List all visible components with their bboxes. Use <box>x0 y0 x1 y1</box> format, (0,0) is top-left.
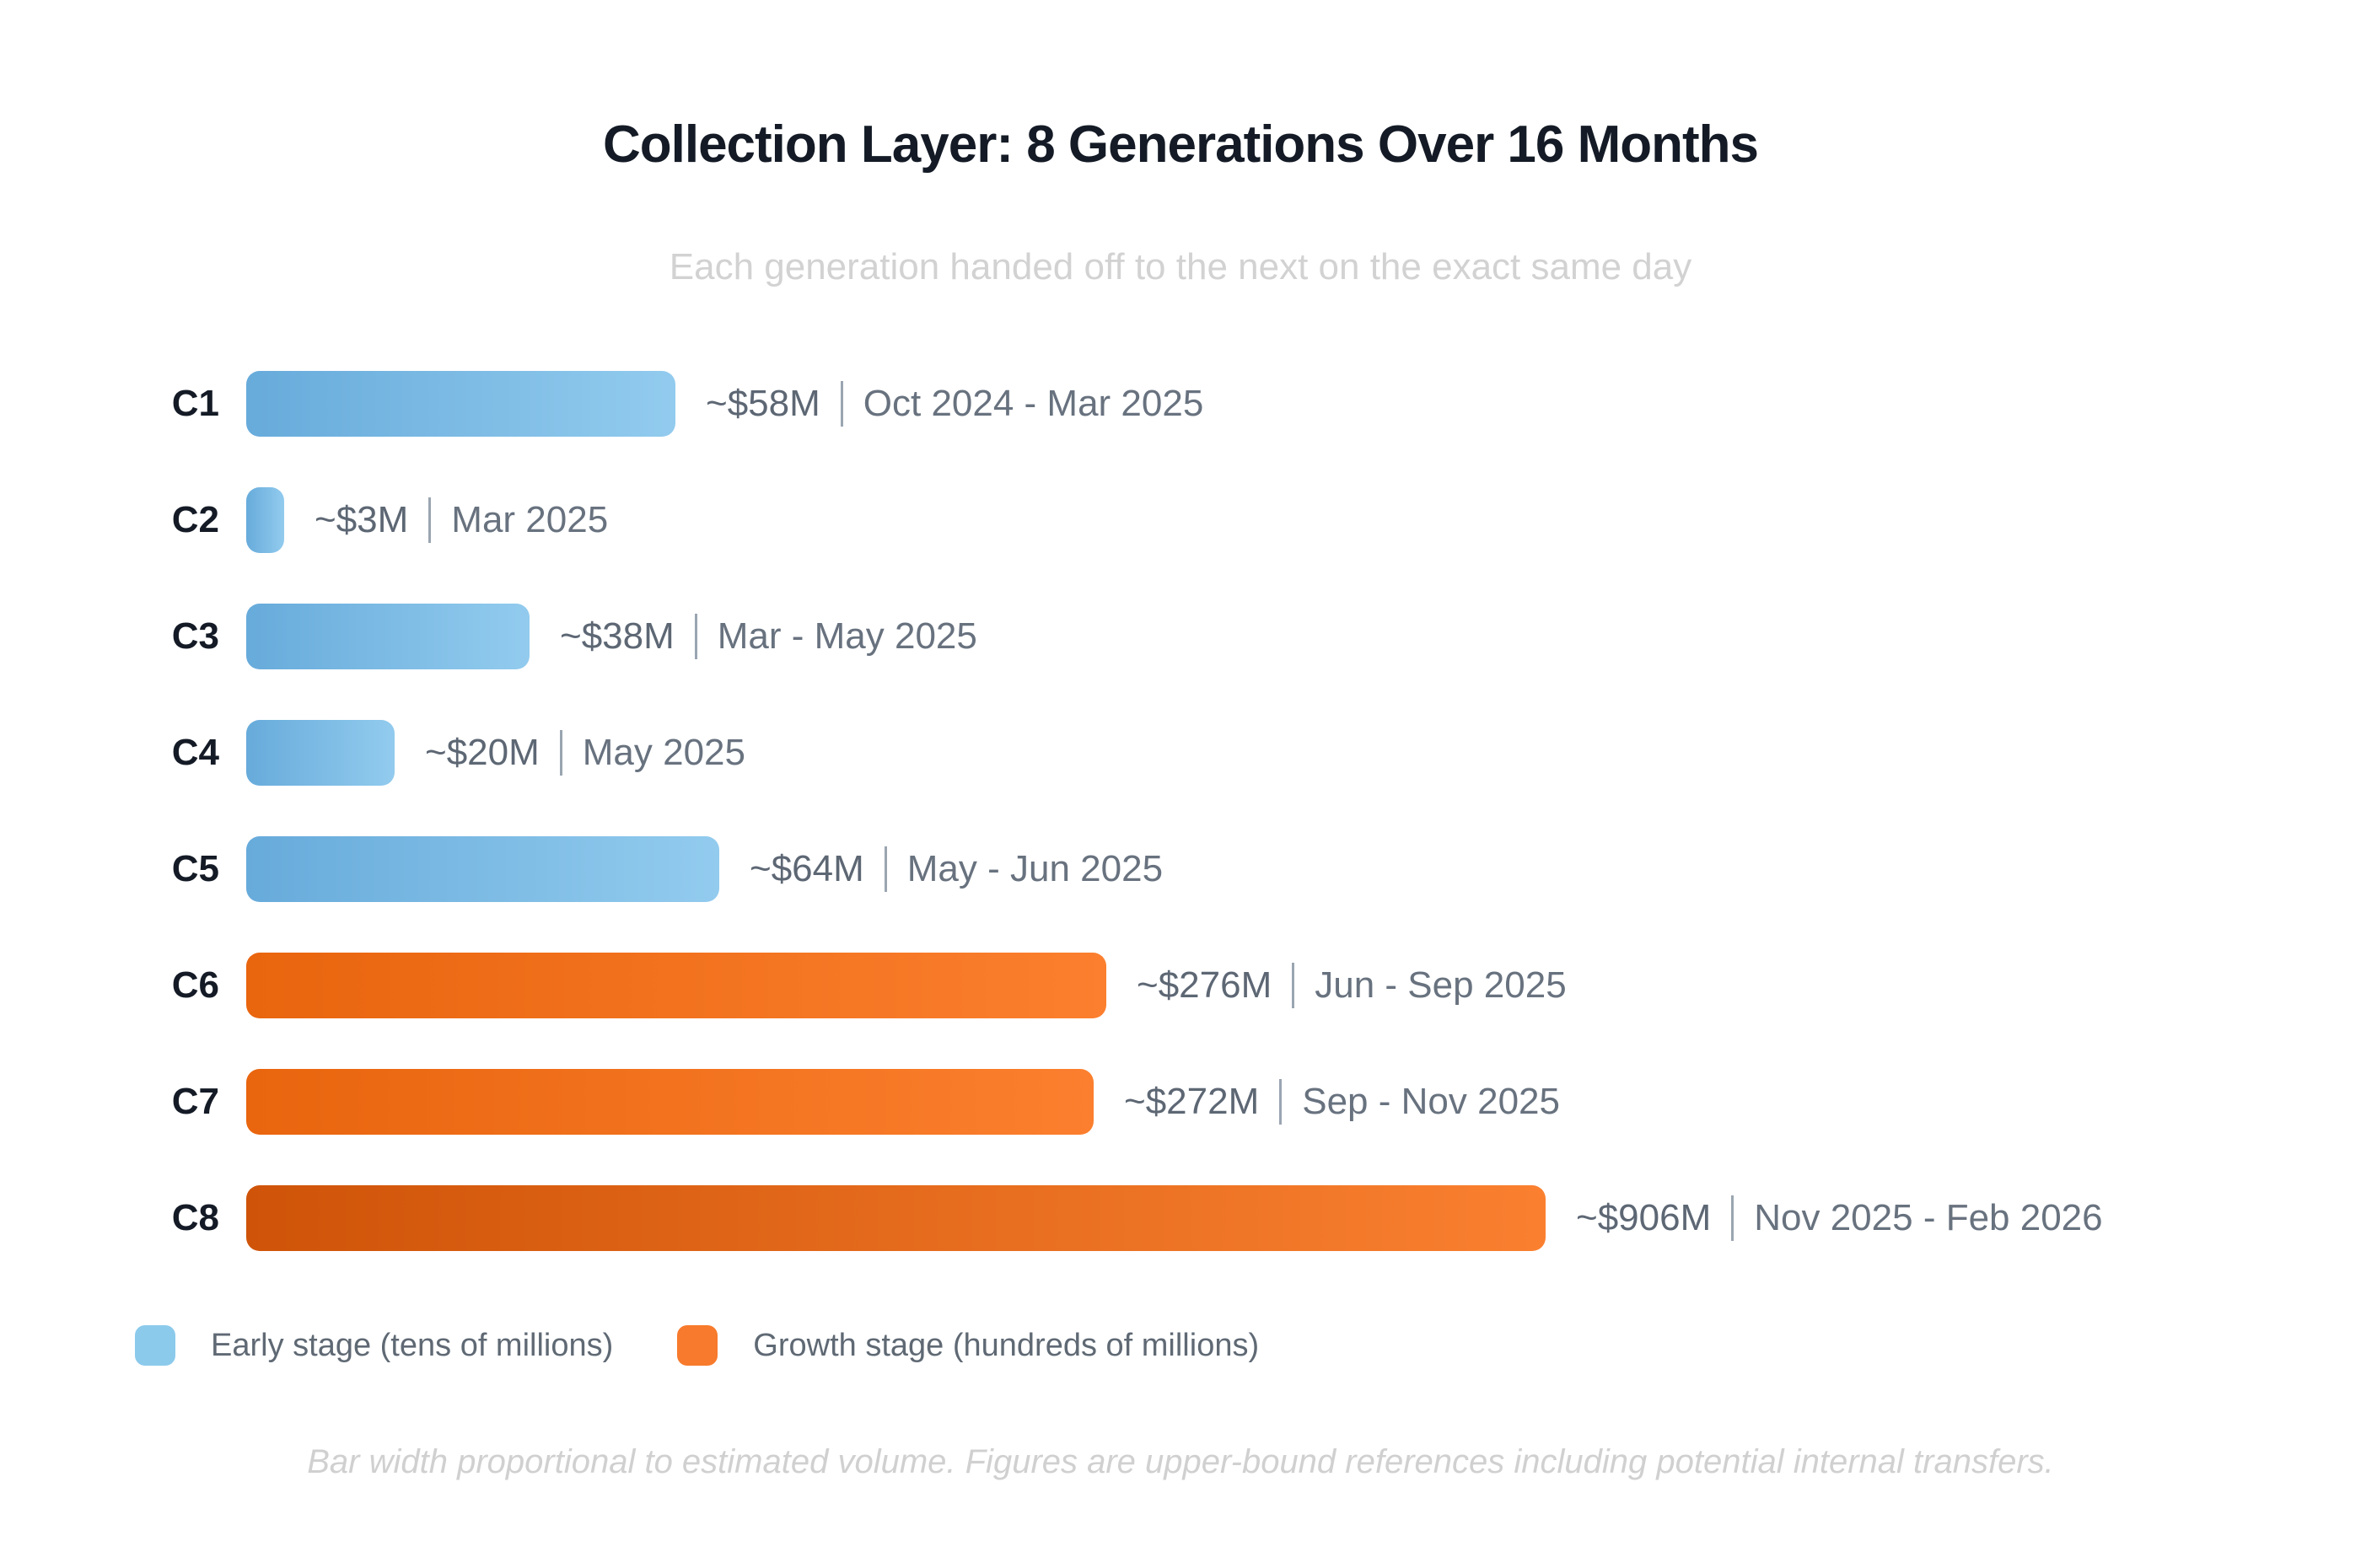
volume-bar <box>246 604 530 669</box>
bar-rows: C1 ~$58M Oct 2024 - Mar 2025 C2 ~$3M Mar… <box>135 346 2103 1276</box>
bar-annotation: ~$20M May 2025 <box>425 730 745 776</box>
footnote: Bar width proportional to estimated volu… <box>307 1443 2054 1480</box>
bar-annotation: ~$3M Mar 2025 <box>315 497 608 543</box>
bar-row: C1 ~$58M Oct 2024 - Mar 2025 <box>135 346 2103 462</box>
legend-item-early: Early stage (tens of millions) <box>135 1325 613 1366</box>
generation-label: C6 <box>171 964 219 1006</box>
date-range: Oct 2024 - Mar 2025 <box>863 383 1204 424</box>
date-range: Mar - May 2025 <box>717 615 977 657</box>
generation-label: C8 <box>171 1197 219 1238</box>
volume-bar <box>246 371 675 437</box>
date-range: Jun - Sep 2025 <box>1315 964 1567 1006</box>
bar-row: C2 ~$3M Mar 2025 <box>135 462 2103 578</box>
volume-value: ~$3M <box>315 499 409 540</box>
bar-row: C8 ~$906M Nov 2025 - Feb 2026 <box>135 1160 2103 1276</box>
bar-row: C3 ~$38M Mar - May 2025 <box>135 578 2103 695</box>
date-range: Sep - Nov 2025 <box>1302 1081 1560 1122</box>
generation-label: C1 <box>171 383 219 424</box>
generation-label: C7 <box>171 1081 219 1122</box>
generation-label: C2 <box>171 499 219 540</box>
chart-subtitle: Each generation handed off to the next o… <box>669 246 1692 287</box>
volume-bar <box>246 953 1106 1018</box>
bar-row: C7 ~$272M Sep - Nov 2025 <box>135 1044 2103 1160</box>
volume-bar <box>246 1069 1094 1135</box>
bar-row: C6 ~$276M Jun - Sep 2025 <box>135 927 2103 1044</box>
separator-line <box>1292 963 1295 1008</box>
legend: Early stage (tens of millions) Growth st… <box>135 1325 1259 1366</box>
bar-row: C5 ~$64M May - Jun 2025 <box>135 811 2103 927</box>
volume-value: ~$20M <box>425 732 540 773</box>
volume-value: ~$906M <box>1576 1197 1712 1238</box>
separator-line <box>1731 1195 1734 1241</box>
volume-value: ~$276M <box>1137 964 1272 1006</box>
generation-label: C4 <box>171 732 219 773</box>
volume-value: ~$58M <box>706 383 820 424</box>
bar-annotation: ~$276M Jun - Sep 2025 <box>1137 963 1567 1008</box>
separator-line <box>840 381 843 427</box>
bar-annotation: ~$906M Nov 2025 - Feb 2026 <box>1576 1195 2103 1241</box>
separator-line <box>1279 1079 1283 1125</box>
separator-line <box>884 846 887 892</box>
volume-bar <box>246 487 284 553</box>
volume-bar <box>246 720 395 786</box>
generation-label: C5 <box>171 848 219 889</box>
bar-annotation: ~$272M Sep - Nov 2025 <box>1124 1079 1560 1125</box>
bar-row: C4 ~$20M May 2025 <box>135 695 2103 811</box>
chart-title: Collection Layer: 8 Generations Over 16 … <box>602 115 1759 174</box>
bar-annotation: ~$38M Mar - May 2025 <box>560 614 977 659</box>
date-range: Nov 2025 - Feb 2026 <box>1754 1197 2103 1238</box>
separator-line <box>559 730 562 776</box>
volume-bar <box>246 836 719 902</box>
date-range: Mar 2025 <box>451 499 609 540</box>
separator-line <box>694 614 697 659</box>
bar-annotation: ~$58M Oct 2024 - Mar 2025 <box>706 381 1203 427</box>
volume-value: ~$272M <box>1124 1081 1260 1122</box>
date-range: May 2025 <box>582 732 745 773</box>
separator-line <box>428 497 432 543</box>
growth-stage-swatch <box>677 1325 718 1366</box>
legend-item-growth: Growth stage (hundreds of millions) <box>677 1325 1259 1366</box>
date-range: May - Jun 2025 <box>906 848 1164 889</box>
volume-value: ~$64M <box>750 848 864 889</box>
volume-value: ~$38M <box>560 615 675 657</box>
legend-label-early: Early stage (tens of millions) <box>211 1327 614 1363</box>
early-stage-swatch <box>135 1325 175 1366</box>
bar-annotation: ~$64M May - Jun 2025 <box>750 846 1163 892</box>
volume-bar <box>246 1185 1546 1251</box>
legend-label-growth: Growth stage (hundreds of millions) <box>753 1327 1260 1363</box>
generation-label: C3 <box>171 615 219 657</box>
